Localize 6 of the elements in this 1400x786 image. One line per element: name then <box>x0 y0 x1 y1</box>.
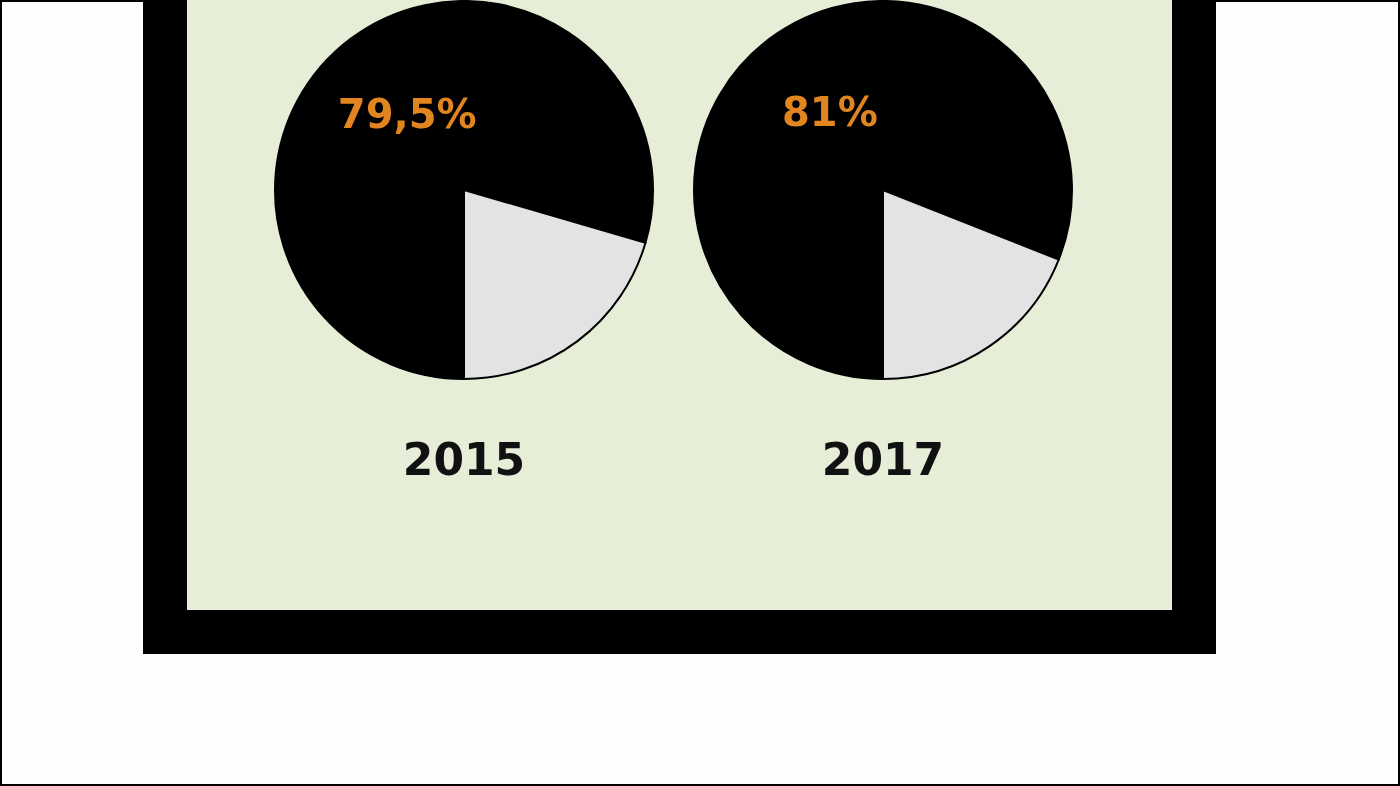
text: 2015 <box>402 434 526 486</box>
pie-slice <box>693 0 1073 380</box>
pie-slice <box>274 0 654 380</box>
data-label: 81% <box>782 88 878 135</box>
data-label: 79,5% <box>337 91 477 138</box>
text: 2017 <box>821 434 945 486</box>
